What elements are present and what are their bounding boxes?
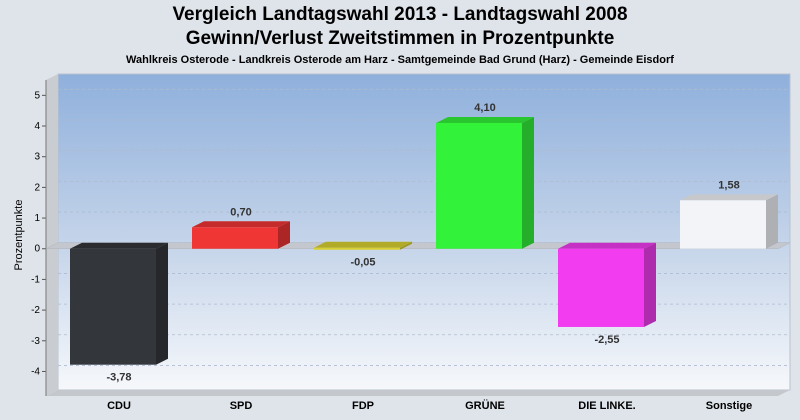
y-tick-label: 4 [34,121,40,132]
data-label: 0,70 [230,206,251,218]
bar-top [192,221,290,228]
y-tick-label: 2 [34,182,40,193]
bar-front [314,247,400,250]
y-tick-label: -3 [31,336,40,347]
data-label: -0,05 [350,257,375,269]
bar-die-linke [558,242,656,327]
bar-side [278,221,290,249]
bar-spd [192,221,290,249]
y-tick-label: -1 [31,274,40,285]
chart-marks: -3,78 CDU 0,70 SPD -0,05 FDP 4,10 GRÜNE -2,55 DIE… [70,102,778,412]
x-tick-label: DIE LINKE. [578,400,635,412]
y-tick-label: -4 [31,366,40,377]
bar-sonstige [680,194,778,249]
plot-left-wall [46,74,58,396]
y-tick-label: 5 [34,90,40,101]
bar-side [644,242,656,327]
y-tick-label: 3 [34,152,40,163]
bar-top [558,242,656,249]
bar-cdu [70,242,168,365]
bar-side [156,242,168,365]
bar-front [680,200,766,249]
y-axis-label: Prozentpunkte [13,200,25,271]
x-tick-label: SPD [230,400,253,412]
bar-front [70,248,156,365]
bar-front [558,248,644,327]
x-tick-label: Sonstige [706,400,752,412]
chart-title: Vergleich Landtagswahl 2013 - Landtagswa… [172,4,628,25]
y-tick-label: -2 [31,305,40,316]
x-tick-label: GRÜNE [465,399,505,412]
data-label: -3,78 [106,372,131,384]
bar-side [522,116,534,249]
y-tick-label: 0 [34,244,40,255]
bar-front [436,122,522,249]
bar-top [680,194,778,201]
data-label: -2,55 [594,334,619,346]
bar-front [192,227,278,249]
bar-top [436,116,534,123]
bar-side [400,241,412,250]
x-tick-label: CDU [107,400,131,412]
data-label: 1,58 [718,179,739,191]
bar-top [314,241,412,248]
bar-grüne [436,116,534,249]
data-label: 4,10 [474,102,495,114]
bar-fdp [314,241,412,250]
plot-area: 5 4 3 2 1 0 -1 -2 -3 -4 [31,73,791,396]
x-tick-label: FDP [352,400,374,412]
plot-background [57,73,791,391]
bar-side [766,194,778,249]
y-tick-label: 1 [34,213,40,224]
chart-subtitle: Gewinn/Verlust Zweitstimmen in Prozentpu… [185,28,615,49]
chart-caption: Wahlkreis Osterode - Landkreis Osterode … [126,54,674,66]
plot-floor [46,390,790,396]
bar-top [70,242,168,249]
